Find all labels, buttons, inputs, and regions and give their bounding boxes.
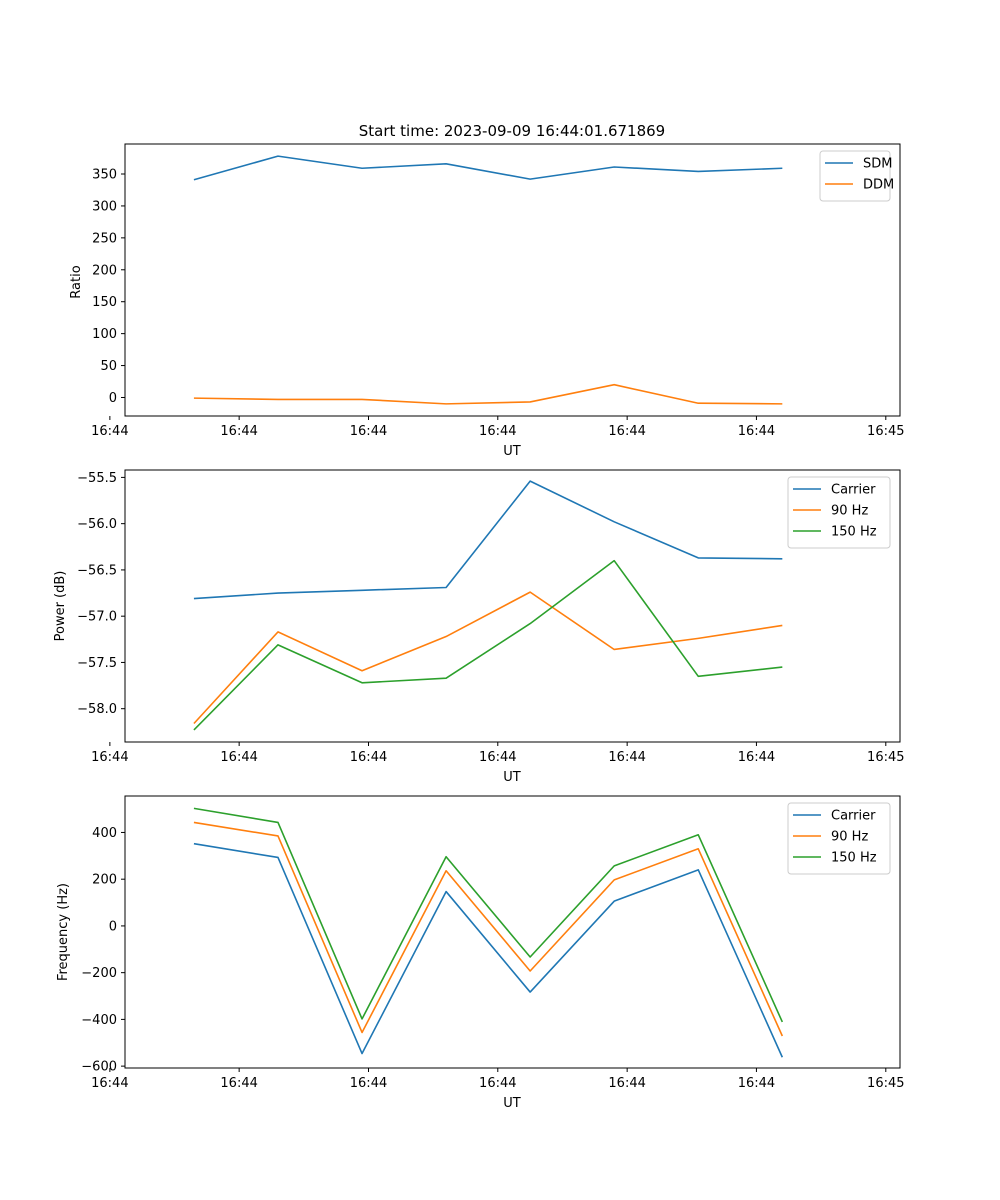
y-tick-label: −55.5 <box>77 471 117 486</box>
x-tick-label: 16:44 <box>608 750 645 765</box>
y-tick-label: −600 <box>81 1060 117 1075</box>
legend: Carrier 90 Hz 150 Hz <box>787 802 891 875</box>
legend-label-carrier: Carrier <box>831 483 876 498</box>
x-tick-label: 16:44 <box>738 750 775 765</box>
y-tick-label: −58.0 <box>77 702 117 717</box>
y-tick-label: −56.5 <box>77 563 117 578</box>
legend: Carrier 90 Hz 150 Hz <box>787 476 891 549</box>
x-tick-label: 16:44 <box>738 1076 775 1091</box>
x-tick-label: 16:44 <box>91 424 128 439</box>
series-line-carrier <box>193 842 784 1058</box>
x-axis-label: UT <box>503 1096 521 1111</box>
axes-frame <box>124 469 901 743</box>
y-tick-label: 100 <box>92 327 117 342</box>
x-tick-label: 16:45 <box>867 1076 904 1091</box>
y-tick-label: −57.5 <box>77 656 117 671</box>
ratio-panel: Start time: 2023-09-09 16:44:01.671869 U… <box>69 122 905 459</box>
legend: SDM DDM <box>819 150 894 202</box>
series-line-150-hz <box>193 807 784 1023</box>
y-tick-label: −400 <box>81 1013 117 1028</box>
x-tick-label: 16:44 <box>608 1076 645 1091</box>
x-tick-label: 16:44 <box>350 424 387 439</box>
x-tick-label: 16:44 <box>220 1076 257 1091</box>
x-tick-label: 16:44 <box>91 1076 128 1091</box>
x-tick-label: 16:44 <box>91 750 128 765</box>
series-line-90-hz <box>193 591 783 725</box>
x-tick-label: 16:44 <box>350 1076 387 1091</box>
legend-label-150-hz: 150 Hz <box>831 525 877 540</box>
legend-label-carrier: Carrier <box>831 809 876 824</box>
x-tick-label: 16:44 <box>479 424 516 439</box>
series-line-ddm <box>193 383 783 405</box>
legend-label-90-hz: 90 Hz <box>831 504 868 519</box>
series-line-sdm <box>193 155 783 181</box>
frequency-panel: UT Frequency (Hz) 16:44 16:44 16:44 16:44 16… <box>56 795 905 1111</box>
y-tick-label: 200 <box>92 873 117 888</box>
axes-frame <box>124 143 901 417</box>
x-tick-label: 16:45 <box>867 750 904 765</box>
y-tick-label: −56.0 <box>77 517 117 532</box>
y-axis-label: Power (dB) <box>53 571 68 642</box>
y-tick-label: 300 <box>92 199 117 214</box>
x-tick-label: 16:44 <box>220 750 257 765</box>
series-line-carrier <box>193 480 783 600</box>
y-tick-label: 200 <box>92 263 117 278</box>
x-axis-label: UT <box>503 444 521 459</box>
power-panel: UT Power (dB) 16:44 16:44 16:44 16:44 16:44 1… <box>53 469 905 785</box>
legend-label-150-hz: 150 Hz <box>831 851 877 866</box>
y-tick-label: −200 <box>81 966 117 981</box>
x-tick-label: 16:44 <box>479 750 516 765</box>
y-axis-label: Frequency (Hz) <box>56 883 71 981</box>
y-tick-label: 150 <box>92 295 117 310</box>
x-tick-label: 16:44 <box>608 424 645 439</box>
y-axis-label: Ratio <box>69 265 84 298</box>
series-line-90-hz <box>193 821 784 1037</box>
y-tick-label: 50 <box>100 359 117 374</box>
y-tick-label: 400 <box>92 826 117 841</box>
legend-label-90-hz: 90 Hz <box>831 830 868 845</box>
legend-label-sdm: SDM <box>863 157 892 172</box>
y-tick-label: 0 <box>109 919 117 934</box>
chart-title: Start time: 2023-09-09 16:44:01.671869 <box>359 122 665 140</box>
y-tick-label: 0 <box>109 391 117 406</box>
axes-frame <box>124 795 901 1069</box>
x-tick-label: 16:45 <box>867 424 904 439</box>
x-axis-label: UT <box>503 770 521 785</box>
y-tick-label: 350 <box>92 168 117 183</box>
legend-label-ddm: DDM <box>863 178 894 193</box>
x-tick-label: 16:44 <box>220 424 257 439</box>
x-tick-label: 16:44 <box>350 750 387 765</box>
y-tick-label: −57.0 <box>77 610 117 625</box>
x-tick-label: 16:44 <box>738 424 775 439</box>
series-line-150-hz <box>193 559 783 731</box>
x-tick-label: 16:44 <box>479 1076 516 1091</box>
y-tick-label: 250 <box>92 231 117 246</box>
